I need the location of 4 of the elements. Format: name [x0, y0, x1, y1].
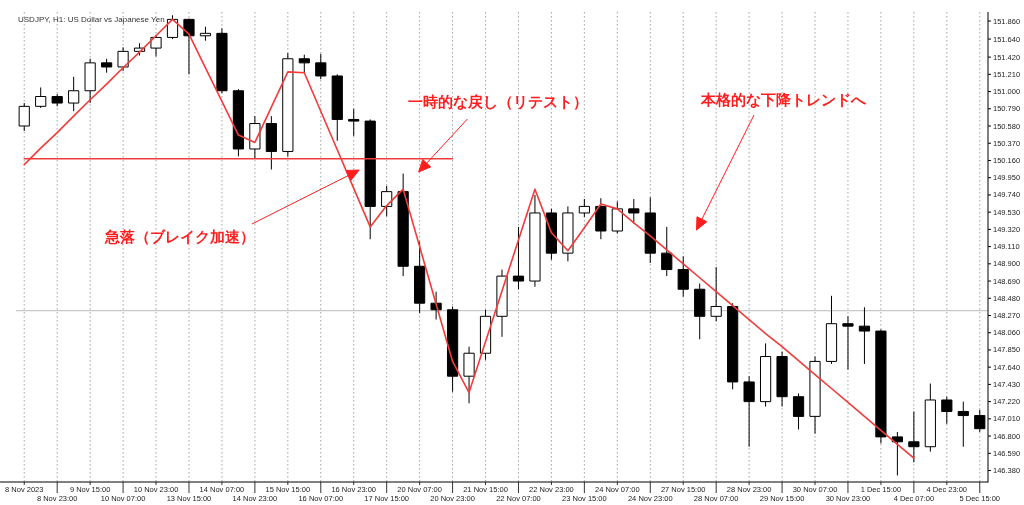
annotation: 一時的な戻し（リテスト） — [407, 93, 588, 111]
chart-title: USDJPY, H1: US Dollar vs Japanese Yen — [18, 15, 165, 24]
annotation: 本格的な下降トレンドへ — [699, 90, 867, 109]
annotation: 急落（ブレイク加速） — [103, 227, 255, 246]
